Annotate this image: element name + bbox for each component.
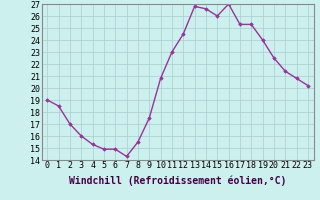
X-axis label: Windchill (Refroidissement éolien,°C): Windchill (Refroidissement éolien,°C) — [69, 176, 286, 186]
